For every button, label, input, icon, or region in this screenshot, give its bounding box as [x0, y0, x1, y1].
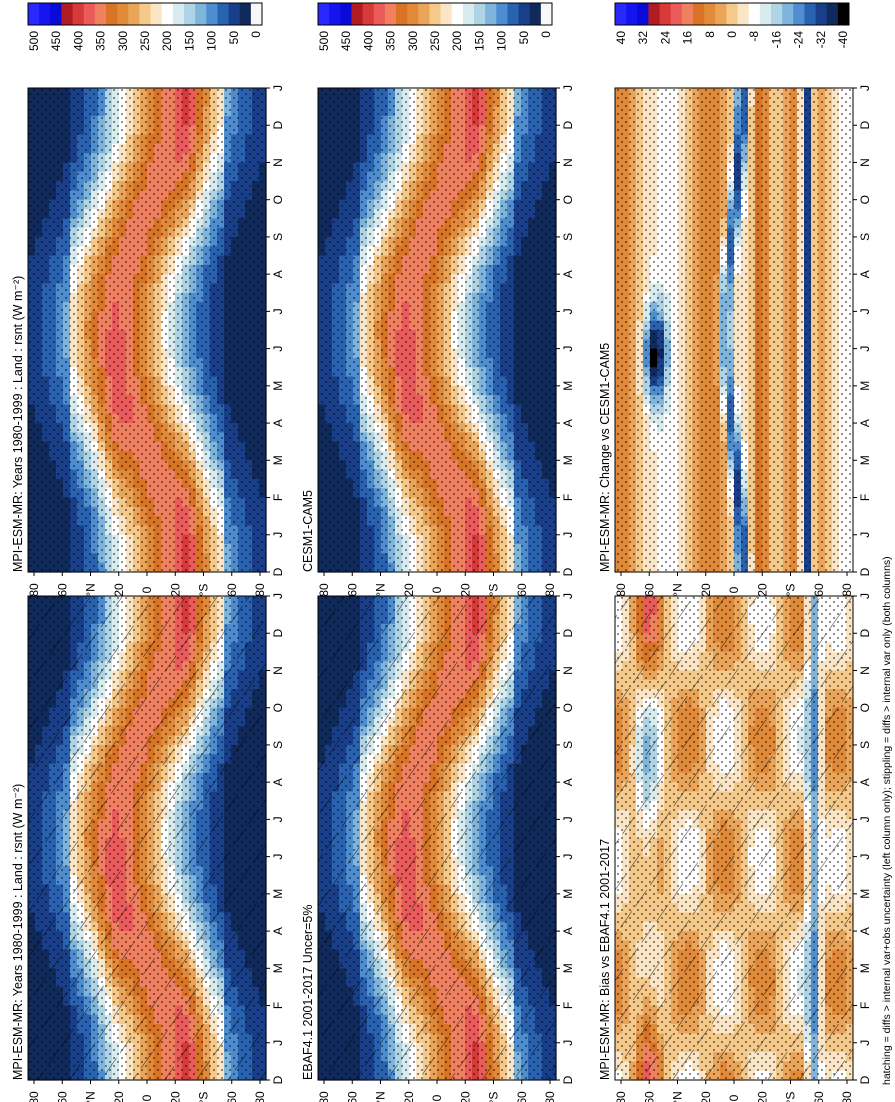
colorbar-swatch	[139, 3, 152, 25]
month-tick-label: J	[271, 532, 285, 538]
lat-tick-label: 20	[168, 1091, 182, 1102]
colorbar-swatch	[228, 3, 241, 25]
month-tick-label: O	[271, 703, 285, 712]
stipple-overlay	[28, 88, 266, 572]
month-tick-label: S	[271, 741, 285, 749]
month-tick-label: F	[271, 494, 285, 501]
month-tick-label: A	[271, 927, 285, 935]
month-tick-label: D	[271, 1075, 285, 1084]
panel-title: MPI-ESM-MR: Years 1980-1999 : Land : rsn…	[11, 276, 25, 572]
colorbar-tick-label: 450	[49, 31, 63, 51]
colorbar-swatch	[150, 3, 163, 25]
colorbar-swatch	[184, 3, 196, 25]
month-tick-label: J	[271, 816, 285, 822]
lat-tick-label: 0	[140, 586, 154, 593]
colorbar-tick-label: 0	[249, 31, 263, 38]
colorbar-swatch	[239, 3, 252, 25]
panel-title: MPI-ESM-MR: Years 1980-1999 : Land : rsn…	[11, 784, 25, 1080]
lat-tick-label: °S	[197, 584, 211, 597]
month-tick-label: J	[271, 308, 285, 314]
lat-tick-label: 20	[112, 583, 126, 597]
colorbar-tick-label: 150	[182, 31, 196, 51]
lat-tick-label: °N	[84, 583, 98, 596]
month-tick-label: M	[271, 455, 285, 465]
colorbar-tick-label: 300	[116, 31, 130, 51]
colorbar-tick-label: 500	[27, 31, 41, 51]
month-tick-label: M	[271, 963, 285, 973]
panel-right-top: 80 60 °N 20 0 20 °S 60 80DJFMAMJJASONDJMPI-ESM-M…	[11, 2, 285, 597]
month-tick-label: M	[271, 889, 285, 899]
month-tick-label: M	[271, 381, 285, 391]
colorbar-tick-label: 50	[227, 31, 241, 45]
lat-tick-label: 80	[253, 583, 267, 597]
lat-tick-label: 80	[27, 583, 41, 597]
lat-tick-label: °N	[84, 1091, 98, 1102]
month-tick-label: D	[271, 629, 285, 638]
month-tick-label: D	[271, 121, 285, 130]
colorbar-swatch	[72, 3, 85, 25]
colorbar-frame	[27, 2, 263, 26]
panel-left-top: 80 60 °N 20 0 20 °S 60 80 D J F M A M J J A S O N D J MPI-ESM-M…	[11, 507, 285, 1102]
lat-tick-label: °S	[197, 1092, 211, 1102]
panels-layer: 80 60 °N 20 0 20 °S 60 80DJFMAMJJASONDJMPI-ESM-M…	[11, 2, 872, 1102]
colorbar-swatch	[217, 3, 230, 25]
month-tick-label: F	[271, 1002, 285, 1009]
month-tick-label: J	[271, 346, 285, 352]
colorbar-swatch	[61, 3, 74, 25]
month-tick-label: S	[271, 233, 285, 241]
lat-tick-label: 60	[225, 1091, 239, 1102]
lat-tick-label: 0	[140, 1094, 154, 1101]
colorbar-tick-label: 400	[71, 31, 85, 51]
lat-tick-label: 80	[27, 1091, 41, 1102]
month-tick-label: J	[271, 85, 285, 91]
month-tick-label: N	[271, 666, 285, 675]
colorbar-tick-label: 250	[138, 31, 152, 51]
month-tick-label: J	[271, 854, 285, 860]
colorbar-swatch	[106, 3, 118, 25]
month-tick-label: A	[271, 419, 285, 427]
lat-tick-label: 20	[168, 583, 182, 597]
month-tick-label: A	[271, 270, 285, 278]
colorbar-swatch	[195, 3, 207, 25]
colorbar-swatch	[83, 3, 96, 25]
month-tick-label: J	[271, 593, 285, 599]
colorbar-swatch	[39, 3, 51, 25]
month-tick-label: D	[271, 567, 285, 576]
hatch-overlay	[28, 596, 266, 1080]
lat-tick-label: 60	[225, 583, 239, 597]
lat-tick-label: 80	[253, 1091, 267, 1102]
month-tick-label: N	[271, 158, 285, 167]
month-tick-label: A	[271, 778, 285, 786]
colorbar-tick-label: 200	[160, 31, 174, 51]
colorbar-swatch	[128, 3, 140, 25]
colorbar-swatch	[117, 3, 129, 25]
colorbar-swatch	[28, 3, 40, 25]
colorbar-swatch	[206, 3, 218, 25]
colorbar-swatch	[172, 3, 185, 25]
colorbar-swatch	[161, 3, 174, 25]
lat-tick-label: 60	[55, 583, 69, 597]
colorbar-swatch	[50, 3, 62, 25]
month-tick-label: O	[271, 195, 285, 204]
colorbar-tick-label: 100	[205, 31, 219, 51]
lat-tick-label: 20	[112, 1091, 126, 1102]
month-tick-label: J	[271, 1040, 285, 1046]
colorbar-swatch	[94, 3, 107, 25]
colorbar-swatch	[250, 3, 263, 25]
lat-tick-label: 60	[55, 1091, 69, 1102]
colorbar-tick-label: 350	[94, 31, 108, 51]
